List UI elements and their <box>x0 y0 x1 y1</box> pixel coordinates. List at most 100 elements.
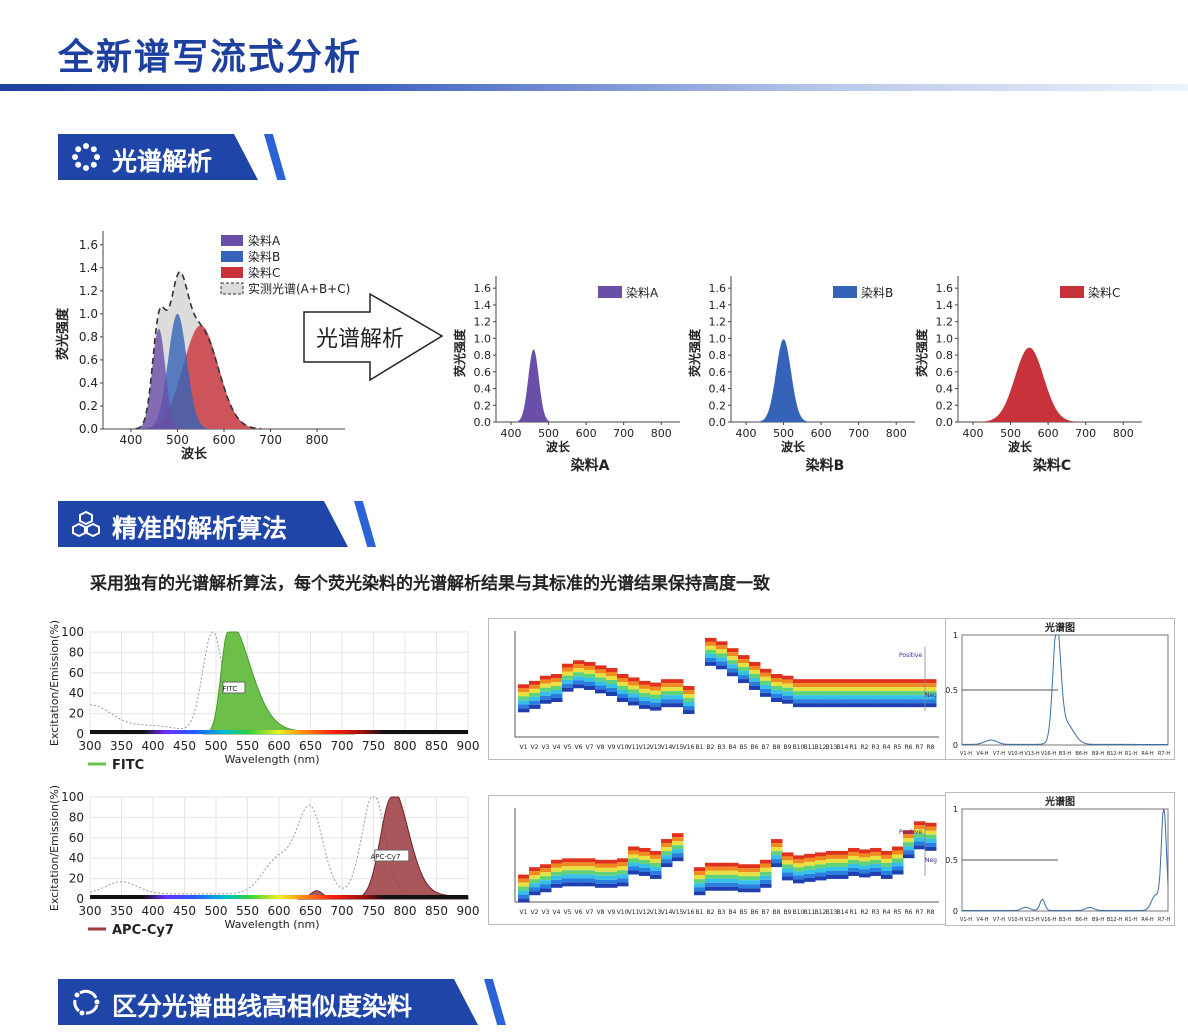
heatmap-cell <box>573 672 585 677</box>
x-tick-label: B6-H <box>1075 751 1087 757</box>
heatmap-cell <box>672 837 684 842</box>
heatmap-cell <box>661 687 673 692</box>
heatmap-cell <box>903 699 915 704</box>
x-tick-label: 400 <box>142 739 165 753</box>
spectral-analysis-arrow: 光谱解析 <box>303 292 444 382</box>
gate-label-positive: Positive <box>899 652 922 659</box>
heatmap-cell <box>551 682 563 686</box>
heatmap-cell <box>881 683 893 688</box>
channel-label: V8 <box>597 744 605 751</box>
y-tick-label: 1.4 <box>936 299 954 312</box>
y-tick-label: 0 <box>953 907 958 916</box>
heatmap-cell <box>705 661 717 666</box>
heatmap-cell <box>870 855 882 860</box>
legend-swatch <box>221 251 243 262</box>
heatmap-cell <box>848 859 860 864</box>
channel-label: V3 <box>542 744 550 751</box>
channel-label: B3 <box>718 744 726 751</box>
heatmap-cell <box>650 870 662 875</box>
legend-label: FITC <box>112 758 144 773</box>
heatmap-cell <box>925 834 937 839</box>
heatmap-cell <box>628 701 640 706</box>
heatmap-cell <box>529 704 541 709</box>
heatmap-cell <box>672 703 684 708</box>
heatmap-cell <box>738 663 750 668</box>
dye-b-chart: 0.0 0.2 0.4 0.6 0.8 1.0 1.2 1.4 1.6 400 500 600 700 8… <box>687 276 915 474</box>
heatmap-cell <box>760 871 772 876</box>
heatmap-cell <box>617 862 629 867</box>
heatmap-cell <box>760 863 772 868</box>
heatmap-cell <box>859 865 871 870</box>
channel-label: V4 <box>553 744 561 751</box>
heatmap-cell <box>848 695 860 700</box>
heatmap-cell <box>782 683 794 688</box>
section-title: 精准的解析算法 <box>112 514 288 543</box>
heatmap-cell <box>859 853 871 858</box>
heatmap-cell <box>749 876 761 881</box>
heatmap-cell <box>903 854 915 859</box>
x-tick-label: B12-H <box>1107 751 1123 757</box>
legend-label: 染料C <box>1088 285 1120 300</box>
heatmap-cell <box>837 691 849 696</box>
legend-label: 染料A <box>248 233 281 248</box>
heatmap-cell <box>793 679 805 684</box>
x-tick-label: 800 <box>306 433 329 447</box>
heatmap-cell <box>925 830 937 835</box>
channel-label: R1 <box>850 909 858 916</box>
heatmap-cell <box>870 679 882 684</box>
heatmap-cell <box>804 703 816 708</box>
description: 采用独有的光谱解析算法，每个荧光染料的光谱解析结果与其标准的光谱结果保持高度一致 <box>90 574 770 594</box>
chart-title: 染料C <box>1033 457 1071 474</box>
channel-label: V7 <box>586 744 594 751</box>
heatmap-cell <box>551 867 563 872</box>
x-tick-label: 700 <box>259 433 282 447</box>
heatmap-cell <box>584 665 596 670</box>
heatmap-cell <box>837 687 849 692</box>
heatmap-cell <box>672 687 684 692</box>
y-tick-label: 1 <box>953 631 958 640</box>
legend-label: 染料A <box>626 285 659 300</box>
excitation-curve <box>89 796 412 895</box>
heatmap-cell <box>826 679 838 684</box>
heatmap-cell <box>716 874 728 879</box>
x-tick-label: B6-H <box>1075 917 1087 923</box>
heatmap-cell <box>639 692 651 697</box>
heatmap-cell <box>727 664 739 669</box>
channel-label: R5 <box>894 744 902 751</box>
heatmap-cell <box>694 871 706 876</box>
heatmap-cell <box>694 879 706 884</box>
heatmap-cell <box>793 871 805 876</box>
heatmap-cell <box>606 691 618 696</box>
heatmap-cell <box>661 847 673 852</box>
heatmap-cell <box>617 686 629 690</box>
channel-label: B3 <box>718 909 726 916</box>
heatmap-cell <box>738 888 750 893</box>
heatmap-cell <box>771 843 783 848</box>
heatmap-cell <box>859 699 871 704</box>
heatmap-cell <box>661 695 673 700</box>
y-tick-label: 0.0 <box>936 416 954 429</box>
heatmap-cell <box>694 867 706 872</box>
heatmap-cell <box>639 851 651 856</box>
heatmap-cell <box>606 875 618 880</box>
heatmap-cell <box>661 679 673 684</box>
heatmap-cell <box>595 689 607 694</box>
y-axis-label: Intensity <box>489 833 490 877</box>
heatmap-cell <box>749 868 761 873</box>
heatmap-cell <box>628 858 640 863</box>
heatmap-cell <box>727 648 739 653</box>
page-title: 全新谱写流式分析 <box>58 37 363 78</box>
channel-label: B5 <box>740 744 748 751</box>
heatmap-cell <box>738 671 750 676</box>
chart-title: 染料B <box>806 457 845 474</box>
heatmap-cell <box>573 870 585 875</box>
heatmap-cell <box>848 703 860 708</box>
heatmap-cell <box>705 878 717 883</box>
y-tick-label: 1.4 <box>709 299 727 312</box>
heatmap-cell <box>672 699 684 704</box>
x-tick-label: 800 <box>1113 427 1134 440</box>
heatmap-cell <box>628 685 640 690</box>
heatmap-cell <box>617 878 629 883</box>
heatmap-cell <box>595 871 607 876</box>
heatmap-cell <box>529 680 541 685</box>
